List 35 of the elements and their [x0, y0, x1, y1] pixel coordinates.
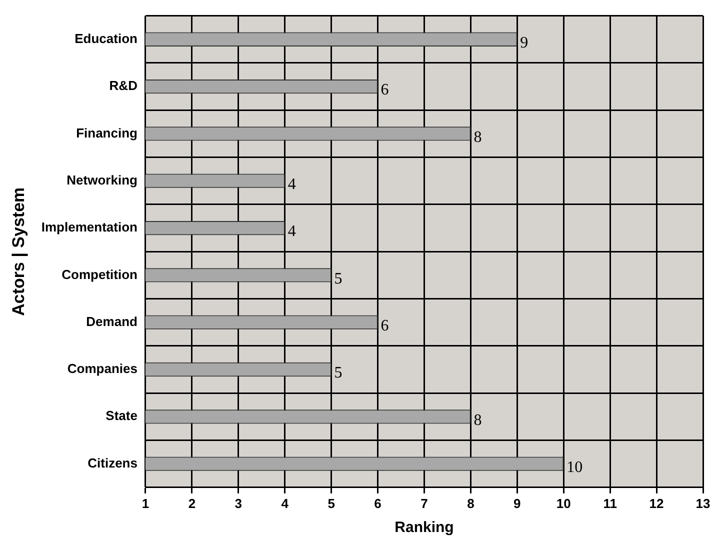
data-label: 6 [380, 318, 389, 335]
x-tick-label: 7 [420, 496, 428, 511]
y-tick-label: Citizens [88, 455, 138, 470]
x-tick-label: 3 [234, 496, 242, 511]
y-tick-label: Networking [66, 172, 138, 188]
x-tick-label: 6 [374, 496, 382, 511]
y-tick-label: Companies [67, 361, 138, 376]
y-tick-label: R&D [109, 78, 138, 94]
y-tick-label: State [106, 408, 138, 424]
data-label: 5 [334, 270, 342, 288]
y-axis-title: Actors | System [8, 187, 28, 316]
x-tick-label: 12 [649, 496, 664, 511]
x-tick-label: 4 [281, 496, 290, 511]
x-tick-label: 9 [514, 496, 521, 511]
x-tick-label: 11 [603, 496, 617, 511]
x-axis-title: Ranking [394, 519, 454, 536]
y-tick-label: Education [74, 30, 138, 46]
x-tick-label: 13 [696, 496, 710, 511]
data-label: 5 [334, 364, 342, 382]
data-label: 4 [288, 223, 296, 240]
y-tick-label: Financing [76, 125, 138, 140]
data-label: 8 [474, 412, 482, 429]
y-tick-label: Implementation [41, 220, 138, 235]
x-tick-label: 8 [467, 496, 474, 511]
x-tick-label: 1 [142, 496, 150, 511]
x-tick-label: 5 [328, 496, 335, 511]
y-tick-label: Demand [86, 314, 138, 329]
data-label: 9 [520, 34, 528, 52]
data-label: 6 [380, 82, 389, 99]
data-label: 8 [474, 128, 482, 146]
x-tick-label: 2 [188, 496, 196, 511]
data-label: 4 [288, 176, 296, 194]
data-label: 10 [566, 459, 583, 476]
y-tick-label: Competition [62, 266, 138, 282]
x-tick-label: 10 [556, 496, 571, 511]
